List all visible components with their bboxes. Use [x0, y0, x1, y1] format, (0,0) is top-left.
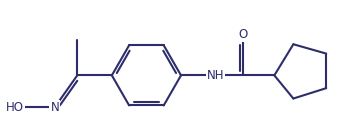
- Text: NH: NH: [207, 69, 224, 82]
- Text: N: N: [50, 101, 59, 114]
- Text: HO: HO: [6, 101, 24, 114]
- Text: O: O: [239, 28, 248, 41]
